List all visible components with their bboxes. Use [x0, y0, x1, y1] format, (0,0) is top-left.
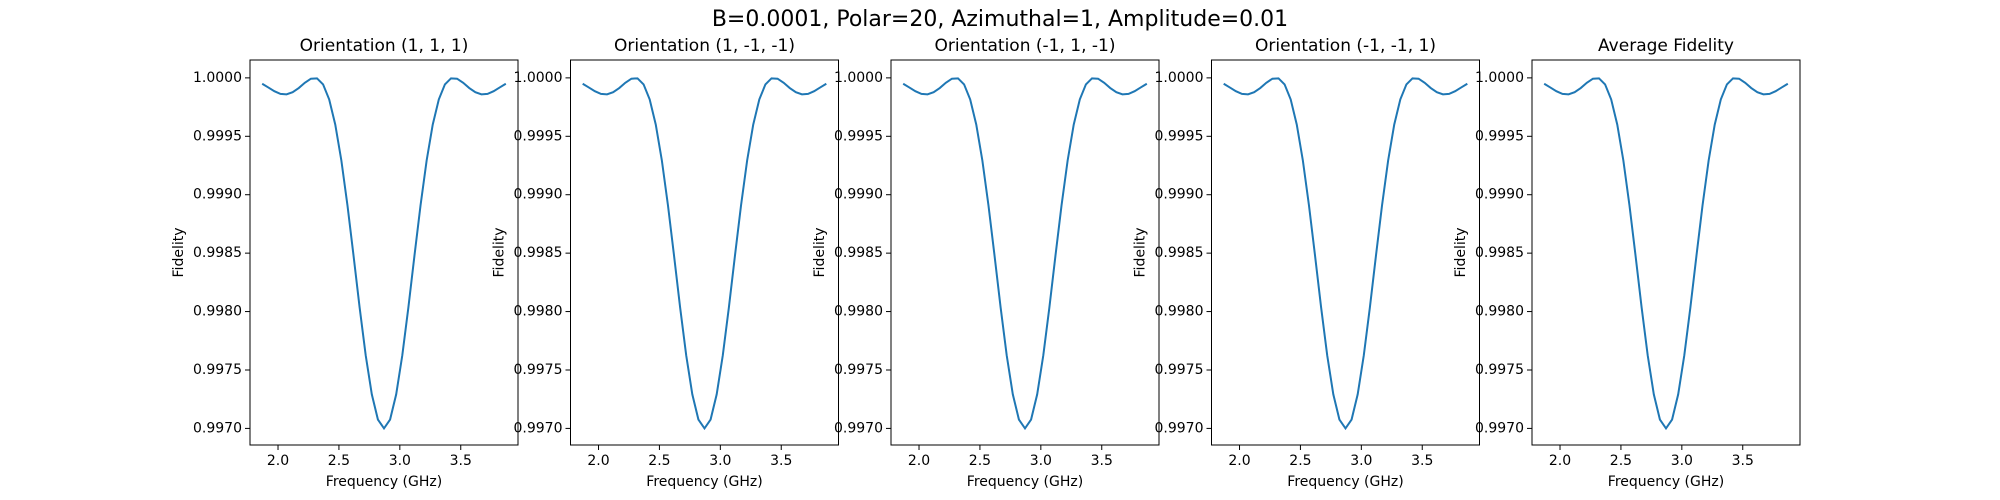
axes-frame [890, 59, 1160, 446]
y-tick-label: 0.9980 [193, 304, 242, 320]
axes-title ttl: Average Fidelity [1598, 36, 1734, 56]
y-tick-label: 0.9995 [514, 128, 563, 144]
y-tick-label: 0.9985 [514, 245, 563, 261]
y-tick-label: 1.0000 [1155, 70, 1204, 86]
y-axis-label: Fidelity [1133, 228, 1149, 278]
x-tick-label: 2.0 [908, 453, 930, 469]
y-tick-label: 0.9990 [514, 187, 563, 203]
x-tick-label: 3.0 [1671, 453, 1693, 469]
y-tick-label: 0.9995 [1155, 128, 1204, 144]
x-tick-label: 2.5 [1289, 453, 1311, 469]
x-tick-label: 3.5 [1411, 453, 1433, 469]
y-tick-label: 0.9990 [1155, 187, 1204, 203]
y-tick-label: 1.0000 [834, 70, 883, 86]
y-tick-label: 0.9980 [834, 304, 883, 320]
x-tick-label: 3.5 [450, 453, 472, 469]
x-tick-label: 2.5 [1610, 453, 1632, 469]
data-line [902, 77, 1148, 431]
x-tick-label: 3.0 [709, 453, 731, 469]
x-tick-label: 2.5 [648, 453, 670, 469]
y-tick-label: 0.9975 [1475, 362, 1524, 378]
y-tick-label: 1.0000 [193, 70, 242, 86]
y-tick-label: 0.9975 [834, 362, 883, 378]
y-tick-label: 0.9970 [193, 420, 242, 436]
figure-title: B=0.0001, Polar=20, Azimuthal=1, Amplitu… [712, 7, 1288, 32]
y-tick-label: 0.9970 [1155, 420, 1204, 436]
y-tick-label: 0.9995 [193, 128, 242, 144]
y-axis-label: Fidelity [492, 228, 508, 278]
y-tick-label: 0.9985 [1155, 245, 1204, 261]
y-axis-label: Fidelity [1453, 228, 1469, 278]
x-tick-label: 2.5 [328, 453, 350, 469]
y-tick-label: 0.9980 [1155, 304, 1204, 320]
x-tick-label: 3.0 [1350, 453, 1372, 469]
axes-frame [249, 59, 519, 446]
data-line [261, 77, 507, 431]
x-tick-label: 2.0 [1228, 453, 1250, 469]
x-axis-label: Frequency (GHz) [1608, 474, 1724, 490]
y-tick-label: 0.9970 [514, 420, 563, 436]
y-tick-label: 1.0000 [514, 70, 563, 86]
x-tick-label: 2.5 [969, 453, 991, 469]
y-tick-label: 0.9985 [1475, 245, 1524, 261]
y-tick-label: 0.9990 [1475, 187, 1524, 203]
x-tick-label: 3.5 [1732, 453, 1754, 469]
x-tick-label: 3.0 [1030, 453, 1052, 469]
x-axis-label: Frequency (GHz) [967, 474, 1083, 490]
y-tick-label: 1.0000 [1475, 70, 1524, 86]
x-tick-label: 3.5 [1091, 453, 1113, 469]
x-tick-label: 2.0 [267, 453, 289, 469]
data-line [582, 77, 827, 431]
y-tick-label: 0.9990 [193, 187, 242, 203]
y-tick-label: 0.9990 [834, 187, 883, 203]
y-tick-label: 0.9975 [1155, 362, 1204, 378]
y-tick-label: 0.9980 [1475, 304, 1524, 320]
x-tick-label: 2.0 [587, 453, 609, 469]
y-tick-label: 0.9995 [1475, 128, 1524, 144]
axes-title ttl: Orientation (-1, -1, 1) [1255, 36, 1436, 56]
y-tick-label: 0.9975 [514, 362, 563, 378]
y-tick-label: 0.9970 [834, 420, 883, 436]
y-tick-label: 0.9985 [834, 245, 883, 261]
x-axis-label: Frequency (GHz) [326, 474, 442, 490]
x-tick-label: 3.0 [389, 453, 411, 469]
axes-frame [1211, 59, 1480, 446]
y-tick-label: 0.9980 [514, 304, 563, 320]
y-tick-label: 0.9985 [193, 245, 242, 261]
y-tick-label: 0.9970 [1475, 420, 1524, 436]
axes-title ttl: Orientation (-1, 1, -1) [935, 36, 1116, 56]
data-line [1223, 77, 1468, 431]
data-line [1543, 77, 1789, 431]
axes-title ttl: Orientation (1, 1, 1) [300, 36, 469, 56]
x-tick-label: 3.5 [770, 453, 792, 469]
y-axis-label: Fidelity [812, 228, 828, 278]
x-tick-label: 2.0 [1549, 453, 1571, 469]
axes-frame [570, 59, 839, 446]
y-tick-label: 0.9995 [834, 128, 883, 144]
axes-title ttl: Orientation (1, -1, -1) [614, 36, 795, 56]
x-axis-label: Frequency (GHz) [1287, 474, 1403, 490]
y-axis-label: Fidelity [171, 228, 187, 278]
y-tick-label: 0.9975 [193, 362, 242, 378]
x-axis-label: Frequency (GHz) [646, 474, 762, 490]
axes-frame [1531, 59, 1801, 446]
